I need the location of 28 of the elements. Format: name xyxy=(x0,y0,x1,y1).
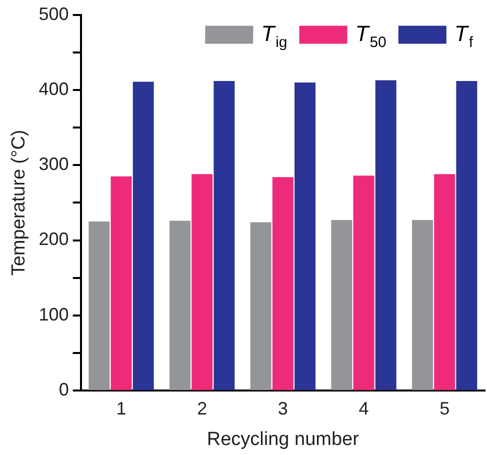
bar xyxy=(110,176,132,390)
bar xyxy=(456,80,478,390)
y-tick-label: 200 xyxy=(38,229,69,250)
bar xyxy=(214,80,235,390)
y-tick-label: 100 xyxy=(38,304,69,324)
bar xyxy=(132,82,154,390)
x-axis-title: Recycling number xyxy=(206,428,360,450)
x-tick-label: 5 xyxy=(440,398,450,418)
bar xyxy=(412,220,433,390)
bar xyxy=(169,220,190,390)
x-tick-label: 3 xyxy=(278,398,288,418)
x-tick-label: 2 xyxy=(197,398,208,418)
y-axis-title: Temperature (°C) xyxy=(8,130,30,276)
bar xyxy=(192,174,213,390)
bar xyxy=(434,174,456,390)
bar xyxy=(375,80,396,390)
bar xyxy=(250,222,272,390)
bar xyxy=(88,221,110,390)
y-tick-label: 300 xyxy=(38,154,69,174)
y-tick-label: 500 xyxy=(38,4,69,24)
x-tick-label: 1 xyxy=(116,398,126,418)
bar xyxy=(272,177,294,390)
y-tick-label: 400 xyxy=(38,78,69,99)
y-tick-label: 0 xyxy=(58,380,69,400)
x-tick-label: 4 xyxy=(358,398,369,418)
bar xyxy=(294,82,316,390)
bar xyxy=(331,220,352,390)
bar xyxy=(353,176,374,390)
